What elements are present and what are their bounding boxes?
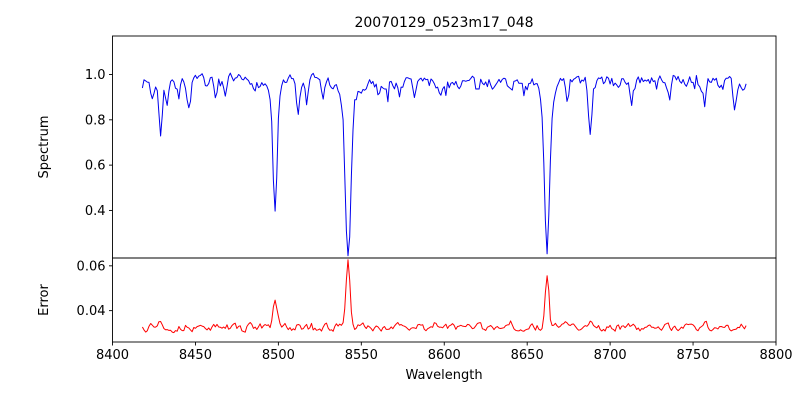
spectrum-ylabel: Spectrum: [37, 116, 52, 179]
error-line: [141, 259, 747, 334]
error-ylabel: Error: [37, 284, 52, 316]
axis-ticks: 8400 8450 8500 8550 8600 8650 8700 8750 8800 0.4 0…: [77, 68, 793, 363]
y-tick-label: 0.6: [85, 159, 106, 174]
x-tick-label: 8650: [511, 348, 544, 363]
y-tick-label: 1.0: [85, 68, 106, 83]
y-tick-label: 0.8: [85, 113, 106, 128]
x-tick-label: 8550: [345, 348, 378, 363]
x-tick-label: 8600: [428, 348, 461, 363]
chart-title: 20070129_0523m17_048: [354, 15, 533, 31]
x-tick-label: 8500: [262, 348, 295, 363]
xlabel: Wavelength: [405, 368, 482, 383]
spectrum-panel-frame: [112, 35, 777, 259]
spectrum-line: [141, 72, 747, 257]
x-tick-label: 8700: [594, 348, 627, 363]
y-tick-label: 0.04: [77, 304, 106, 319]
x-tick-label: 8800: [759, 348, 792, 363]
x-tick-label: 8450: [179, 348, 212, 363]
error-panel-frame: [112, 257, 777, 343]
x-tick-label: 8750: [677, 348, 710, 363]
y-tick-label: 0.06: [77, 259, 106, 274]
x-tick-label: 8400: [96, 348, 129, 363]
y-tick-label: 0.4: [85, 204, 106, 219]
